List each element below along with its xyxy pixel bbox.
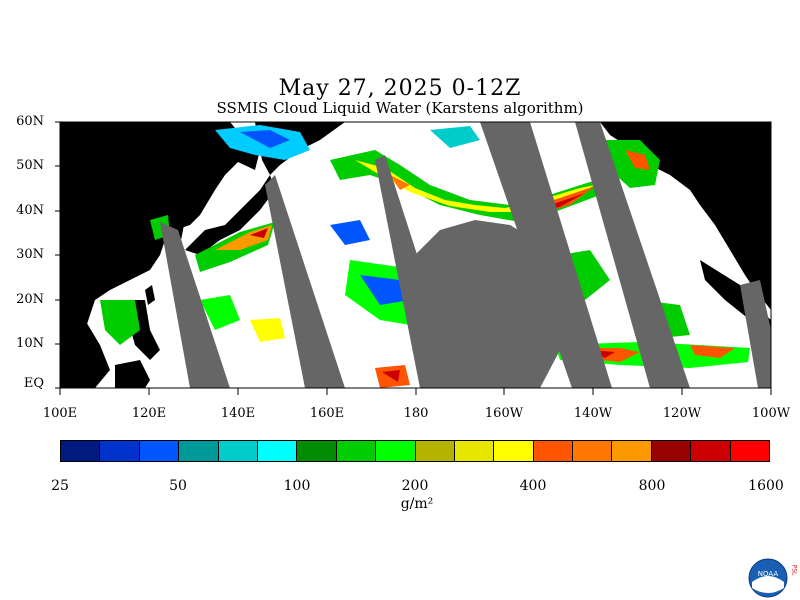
colorbar-swatch bbox=[651, 441, 692, 461]
logo-text: NOAA bbox=[758, 570, 779, 578]
lon-label: 180 bbox=[403, 406, 429, 421]
lon-label: 140E bbox=[220, 406, 256, 421]
colorbar-swatch bbox=[494, 441, 534, 461]
land-japan bbox=[185, 175, 275, 255]
colorbar-swatch bbox=[297, 441, 337, 461]
colorbar-swatch bbox=[533, 441, 574, 461]
lon-label: 120E bbox=[131, 406, 167, 421]
colorbar-swatch bbox=[61, 441, 101, 461]
colorbar-swatch bbox=[612, 441, 652, 461]
colorbar-swatch bbox=[179, 441, 219, 461]
lat-label: 30N bbox=[16, 247, 44, 262]
map-subtitle: SSMIS Cloud Liquid Water (Karstens algor… bbox=[216, 99, 584, 117]
land-taiwan bbox=[145, 285, 155, 305]
lat-label: EQ bbox=[23, 376, 44, 391]
land-indochina bbox=[60, 320, 110, 388]
colorbar-label: 50 bbox=[169, 478, 187, 494]
lon-label: 120W bbox=[662, 406, 702, 421]
colorbar-swatch bbox=[257, 441, 298, 461]
lon-label: 140W bbox=[573, 406, 613, 421]
logo-side-text: PSL bbox=[791, 565, 798, 576]
colorbar-swatch bbox=[730, 441, 770, 461]
lat-label: 10N bbox=[16, 336, 44, 351]
lat-label: 40N bbox=[16, 203, 44, 218]
map-title: May 27, 2025 0-12Z bbox=[278, 76, 522, 101]
lon-label: 160E bbox=[309, 406, 345, 421]
colorbar-swatch bbox=[573, 441, 613, 461]
swath-gaps bbox=[160, 122, 771, 388]
colorbar-label: 800 bbox=[638, 478, 666, 494]
axis-ticks bbox=[55, 121, 772, 395]
colorbar-swatch bbox=[376, 441, 416, 461]
colorbar-label: 25 bbox=[51, 478, 69, 494]
land-north-america bbox=[600, 122, 771, 310]
colorbar-swatch bbox=[691, 441, 731, 461]
colorbar-swatch bbox=[100, 441, 140, 461]
colorbar-unit: g/m² bbox=[400, 496, 434, 512]
noaa-logo: NOAA PSL bbox=[748, 558, 798, 598]
colorbar-swatch bbox=[139, 441, 180, 461]
colorbar-swatch bbox=[415, 441, 455, 461]
lon-label: 100E bbox=[42, 406, 78, 421]
lon-label: 100W bbox=[751, 406, 791, 421]
land-borneo bbox=[115, 360, 150, 388]
lat-label: 60N bbox=[16, 114, 44, 129]
colorbar-label: 100 bbox=[283, 478, 311, 494]
colorbar-label: 400 bbox=[519, 478, 547, 494]
colorbar-swatch bbox=[454, 441, 495, 461]
colorbar-swatch bbox=[218, 441, 258, 461]
lat-label: 50N bbox=[16, 158, 44, 173]
lon-label: 160W bbox=[484, 406, 524, 421]
colorbar bbox=[60, 440, 770, 462]
colorbar-swatch bbox=[336, 441, 377, 461]
colorbar-label: 200 bbox=[401, 478, 429, 494]
lat-label: 20N bbox=[16, 292, 44, 307]
colorbar-label: 1600 bbox=[748, 478, 784, 494]
